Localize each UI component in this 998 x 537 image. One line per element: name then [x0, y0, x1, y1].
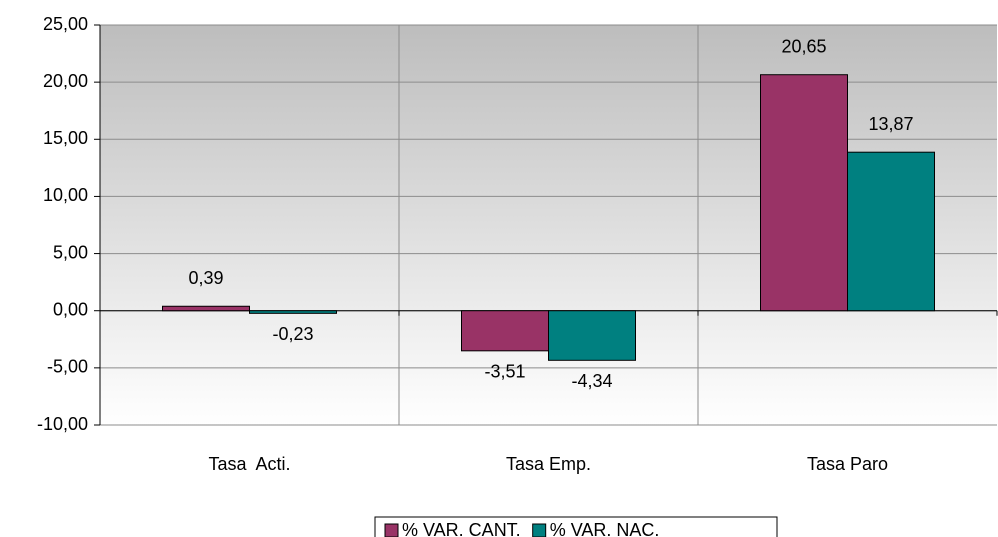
legend-label: % VAR. NAC.	[550, 520, 660, 537]
legend-swatch	[384, 523, 399, 537]
x-tick-label: Tasa Paro	[807, 454, 888, 474]
y-tick-label: 20,00	[43, 71, 88, 91]
y-tick-label: 15,00	[43, 128, 88, 148]
y-tick-label: -10,00	[37, 414, 88, 434]
y-tick-label: 10,00	[43, 185, 88, 205]
legend-swatch	[532, 523, 547, 537]
bar	[162, 305, 250, 312]
data-label: -3,51	[484, 362, 525, 382]
legend-label: % VAR. CANT.	[402, 520, 521, 537]
bar	[249, 310, 337, 314]
x-tick-label: Tasa Emp.	[506, 454, 591, 474]
x-tick-label: Tasa Acti.	[208, 454, 290, 474]
y-tick-label: -5,00	[47, 357, 88, 377]
bar	[461, 310, 549, 352]
bar	[847, 151, 935, 312]
y-tick-label: 0,00	[53, 299, 88, 319]
bar	[760, 74, 848, 312]
legend-box	[374, 516, 778, 537]
y-tick-label: 25,00	[43, 14, 88, 34]
data-label: -0,23	[272, 324, 313, 344]
data-label: 13,87	[868, 114, 913, 134]
data-label: 0,39	[188, 268, 223, 288]
data-label: 20,65	[781, 36, 826, 56]
data-label: -4,34	[571, 371, 612, 391]
bar	[548, 310, 636, 361]
y-tick-label: 5,00	[53, 242, 88, 262]
